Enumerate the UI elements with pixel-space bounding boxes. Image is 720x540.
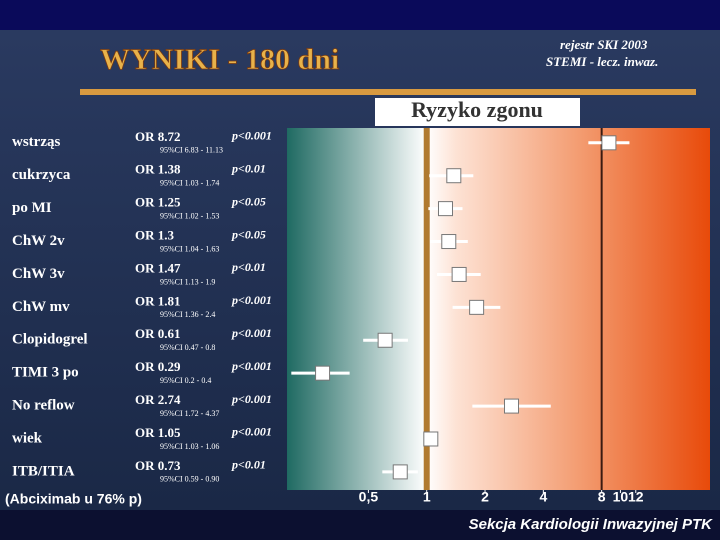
- or-marker: [469, 299, 485, 315]
- p-label: p<0.001: [231, 293, 272, 307]
- x-tick-label: 10: [613, 489, 629, 505]
- x-tick-label: 2: [481, 489, 489, 505]
- or-marker: [392, 464, 408, 480]
- row-label: TIMI 3 po: [12, 365, 79, 381]
- or-marker: [451, 266, 467, 282]
- or-marker: [601, 135, 617, 151]
- ci-label: 95%CI 1.04 - 1.63: [160, 244, 219, 253]
- or-label: OR 1.25: [135, 195, 181, 210]
- row-label: cukrzyca: [12, 167, 71, 183]
- ci-label: 95%CI 1.03 - 1.74: [160, 179, 219, 188]
- or-label: OR 0.29: [135, 359, 181, 374]
- ci-label: 95%CI 0.59 - 0.90: [160, 475, 219, 484]
- or-label: OR 1.81: [135, 293, 181, 308]
- or-label: OR 1.47: [135, 260, 181, 275]
- row-label: ChW mv: [12, 299, 70, 315]
- subtitle: rejestr SKI 2003: [560, 37, 648, 52]
- or-label: OR 1.38: [135, 162, 181, 177]
- row-label: Clopidogrel: [12, 332, 88, 348]
- or-label: OR 1.05: [135, 425, 181, 440]
- ci-label: 95%CI 0.2 - 0.4: [160, 376, 211, 385]
- note: (Abciximab u 76% p): [5, 491, 142, 507]
- or-label: OR 1.3: [135, 228, 175, 243]
- row-label: wiek: [12, 430, 43, 446]
- p-label: p<0.001: [231, 129, 272, 143]
- or-marker: [437, 201, 453, 217]
- ci-label: 95%CI 1.72 - 4.37: [160, 409, 219, 418]
- ci-label: 95%CI 0.47 - 0.8: [160, 343, 215, 352]
- or-label: OR 2.74: [135, 392, 181, 407]
- x-tick-label: 0,5: [359, 489, 379, 505]
- footer: Sekcja Kardiologii Inwazyjnej PTK: [469, 516, 714, 533]
- p-label: p<0.001: [231, 392, 272, 406]
- or-marker: [441, 234, 457, 250]
- footer-bar: [0, 510, 720, 540]
- or-marker: [377, 332, 393, 348]
- x-tick-label: 12: [628, 489, 644, 505]
- p-label: p<0.05: [231, 194, 266, 208]
- x-tick-label: 4: [539, 489, 547, 505]
- or-label: OR 0.61: [135, 326, 181, 341]
- plot-area: [287, 128, 710, 490]
- title-rule: [80, 89, 696, 95]
- or-marker: [446, 168, 462, 184]
- p-label: p<0.01: [231, 458, 266, 472]
- x-tick-label: 8: [598, 489, 606, 505]
- or-marker: [315, 365, 331, 381]
- ci-label: 95%CI 1.03 - 1.06: [160, 442, 219, 451]
- p-label: p<0.01: [231, 260, 266, 274]
- panel-title: Ryzyko zgonu: [411, 97, 543, 122]
- p-label: p<0.01: [231, 161, 266, 175]
- ci-label: 95%CI 1.13 - 1.9: [160, 277, 215, 286]
- p-label: p<0.001: [231, 425, 272, 439]
- or-label: OR 0.73: [135, 458, 181, 473]
- p-label: p<0.05: [231, 227, 266, 241]
- or-label: OR 8.72: [135, 129, 181, 144]
- title: WYNIKI - 180 dni: [100, 43, 339, 76]
- ci-label: 95%CI 6.83 - 11.13: [160, 146, 223, 155]
- ci-label: 95%CI 1.02 - 1.53: [160, 211, 219, 220]
- p-label: p<0.001: [231, 326, 272, 340]
- row-label: po MI: [12, 200, 52, 216]
- row-label: ITB/ITIA: [12, 463, 75, 479]
- row-label: ChW 3v: [12, 266, 65, 282]
- row-label: No reflow: [12, 398, 75, 414]
- or-marker: [504, 398, 520, 414]
- ci-label: 95%CI 1.36 - 2.4: [160, 310, 215, 319]
- p-label: p<0.001: [231, 359, 272, 373]
- subtitle: STEMI - lecz. inwaz.: [546, 54, 658, 69]
- row-label: ChW 2v: [12, 233, 65, 249]
- x-tick-label: 1: [423, 489, 431, 505]
- or-marker: [423, 431, 439, 447]
- panel-title-box: [375, 98, 580, 126]
- row-label: wstrząs: [12, 134, 60, 150]
